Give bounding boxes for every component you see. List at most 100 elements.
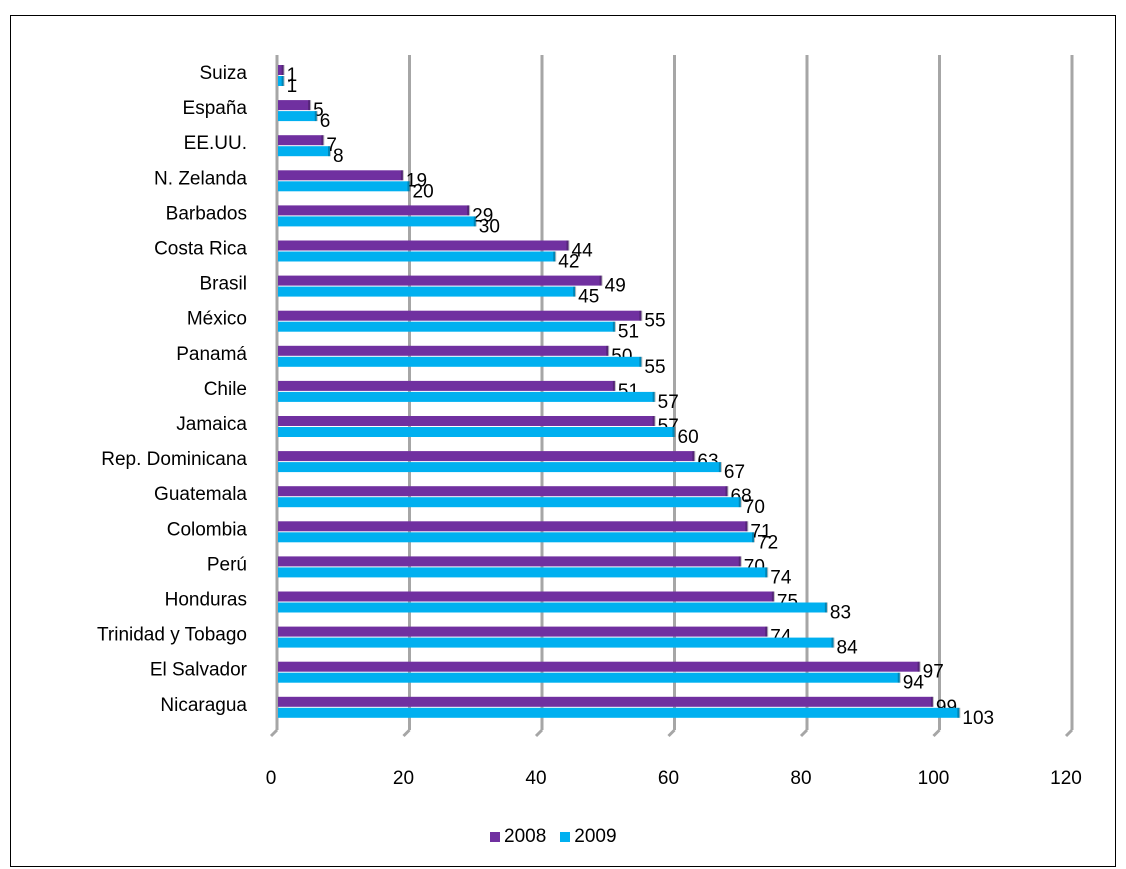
data-label-2009-10: 60 — [678, 427, 699, 448]
bar-2008-16 — [277, 626, 768, 637]
category-label-4: Barbados — [166, 203, 247, 224]
bar-2009-18 — [277, 707, 960, 718]
bar-2009-0 — [277, 76, 284, 86]
bar-cap-2008-2 — [321, 135, 325, 146]
bar-2009-1 — [277, 111, 317, 122]
legend-label-2008: 2008 — [504, 826, 547, 847]
data-label-2008-6: 49 — [605, 276, 626, 297]
category-label-8: Panamá — [176, 344, 247, 365]
category-label-2: EE.UU. — [184, 133, 247, 154]
bar-cap-2008-7 — [639, 310, 643, 321]
x-tick-label-80: 80 — [790, 768, 811, 789]
bar-cap-2009-15 — [824, 602, 828, 613]
data-label-2008-4: 29 — [472, 205, 493, 226]
gridline-foot-0 — [269, 728, 279, 738]
bar-2008-17 — [277, 661, 920, 672]
bar-cap-2008-3 — [400, 170, 404, 181]
bar-cap-2009-9 — [652, 391, 656, 402]
data-label-2009-16: 84 — [837, 638, 859, 659]
category-label-9: Chile — [204, 379, 247, 400]
data-label-2009-15: 83 — [830, 603, 851, 624]
data-label-2008-13: 71 — [750, 521, 771, 542]
bar-cap-2009-18 — [957, 707, 961, 718]
bar-2009-17 — [277, 672, 900, 683]
bar-2008-9 — [277, 380, 615, 391]
bar-2009-3 — [277, 181, 410, 192]
bar-cap-2009-12 — [738, 497, 742, 508]
bar-2008-4 — [277, 205, 470, 216]
category-label-14: Perú — [207, 554, 247, 575]
bar-2008-13 — [277, 521, 748, 532]
data-label-2008-7: 55 — [644, 311, 665, 332]
bar-cap-2008-9 — [612, 380, 616, 391]
bar-2008-14 — [277, 556, 741, 567]
data-label-2009-11: 67 — [724, 462, 745, 483]
data-label-2008-5: 44 — [572, 241, 594, 262]
bar-cap-2008-18 — [930, 696, 934, 707]
bar-2009-11 — [277, 462, 721, 473]
bar-cap-2008-14 — [738, 556, 742, 567]
bar-2008-3 — [277, 170, 403, 181]
x-tick-label-60: 60 — [658, 768, 679, 789]
category-label-3: N. Zelanda — [154, 168, 247, 189]
bar-cap-2008-1 — [308, 100, 312, 111]
data-label-2008-1: 5 — [313, 100, 324, 121]
bar-cap-2009-5 — [553, 251, 557, 262]
data-label-2009-7: 51 — [618, 322, 639, 343]
data-label-2009-3: 20 — [413, 181, 434, 202]
bar-2009-10 — [277, 427, 675, 437]
gridline-foot-60 — [667, 728, 676, 738]
bar-cap-2009-3 — [407, 181, 411, 192]
legend-label-2009: 2009 — [574, 826, 617, 847]
bar-cap-2009-10 — [672, 427, 676, 437]
bar-2008-18 — [277, 696, 933, 707]
data-label-2009-6: 45 — [578, 287, 599, 308]
bar-2008-15 — [277, 591, 774, 602]
bar-2009-14 — [277, 567, 768, 578]
bar-2009-15 — [277, 602, 827, 613]
category-label-18: Nicaragua — [160, 695, 247, 716]
bar-cap-2008-6 — [599, 275, 603, 286]
legend: 2008 2009 — [490, 826, 617, 848]
gridline-foot-20 — [402, 728, 411, 738]
bar-cap-2008-5 — [566, 240, 570, 251]
bar-2008-7 — [277, 310, 642, 321]
data-label-2008-0: 1 — [287, 65, 298, 86]
bar-cap-2008-11 — [692, 451, 696, 462]
bar-cap-2009-7 — [612, 321, 616, 332]
bar-2008-5 — [277, 240, 569, 251]
gridline-foot-120 — [1064, 728, 1074, 738]
gridline-foot-100 — [932, 728, 941, 738]
chart-frame — [10, 15, 1116, 867]
bar-cap-2008-17 — [917, 661, 921, 672]
category-label-12: Guatemala — [154, 484, 247, 505]
bar-2009-16 — [277, 637, 834, 648]
data-label-2008-3: 19 — [406, 170, 427, 191]
bar-2009-9 — [277, 391, 655, 402]
bar-cap-2009-16 — [831, 637, 835, 648]
bar-cap-2009-4 — [473, 216, 477, 227]
legend-swatch-2009 — [560, 832, 571, 842]
category-label-15: Honduras — [165, 590, 247, 611]
bar-2008-12 — [277, 486, 728, 497]
category-label-1: España — [183, 98, 248, 119]
category-label-16: Trinidad y Tobago — [97, 625, 247, 646]
bar-2009-2 — [277, 146, 330, 157]
bar-cap-2008-15 — [771, 591, 775, 602]
category-label-13: Colombia — [167, 519, 248, 540]
x-tick-label-40: 40 — [525, 768, 546, 789]
bar-2009-8 — [277, 356, 642, 367]
data-label-2009-18: 103 — [962, 708, 994, 729]
x-tick-label-0: 0 — [266, 768, 277, 789]
category-label-11: Rep. Dominicana — [101, 449, 247, 470]
bar-cap-2008-10 — [652, 416, 656, 426]
bar-2008-1 — [277, 100, 311, 111]
category-label-7: México — [187, 309, 247, 330]
category-label-6: Brasil — [199, 274, 247, 295]
bar-cap-2009-1 — [314, 111, 318, 122]
bar-2009-5 — [277, 251, 556, 262]
x-tick-label-100: 100 — [918, 768, 950, 789]
bar-2009-4 — [277, 216, 476, 227]
x-tick-label-120: 120 — [1050, 768, 1082, 789]
